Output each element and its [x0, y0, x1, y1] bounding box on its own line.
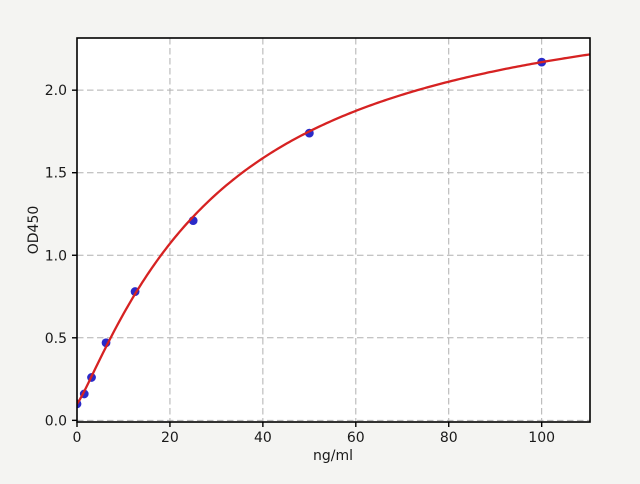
y-axis-label: OD450	[26, 206, 42, 255]
y-tick-label: 1.0	[45, 248, 67, 264]
x-tick-label: 0	[73, 430, 82, 446]
y-tick-label: 0.0	[45, 413, 67, 429]
series-layer	[77, 53, 590, 409]
x-tick-label: 40	[254, 430, 272, 446]
y-tick-label: 2.0	[45, 83, 67, 99]
y-tick-labels: 0.0 0.5 1.0 1.5 2.0	[45, 83, 67, 429]
x-tick-label: 80	[440, 430, 458, 446]
x-tick-label: 20	[161, 430, 179, 446]
tick-marks-layer	[72, 89, 543, 427]
x-tick-labels: 0 20 40 60 80 100	[73, 430, 556, 446]
fit-curve	[77, 53, 590, 405]
plot-area	[77, 38, 590, 422]
x-tick-label: 60	[347, 430, 365, 446]
axes-border	[76, 37, 591, 423]
x-tick-label: 100	[528, 430, 555, 446]
y-tick-label: 0.5	[45, 331, 67, 347]
grid-layer	[76, 38, 590, 422]
x-axis-label: ng/ml	[313, 448, 353, 464]
y-tick-label: 1.5	[45, 166, 67, 182]
